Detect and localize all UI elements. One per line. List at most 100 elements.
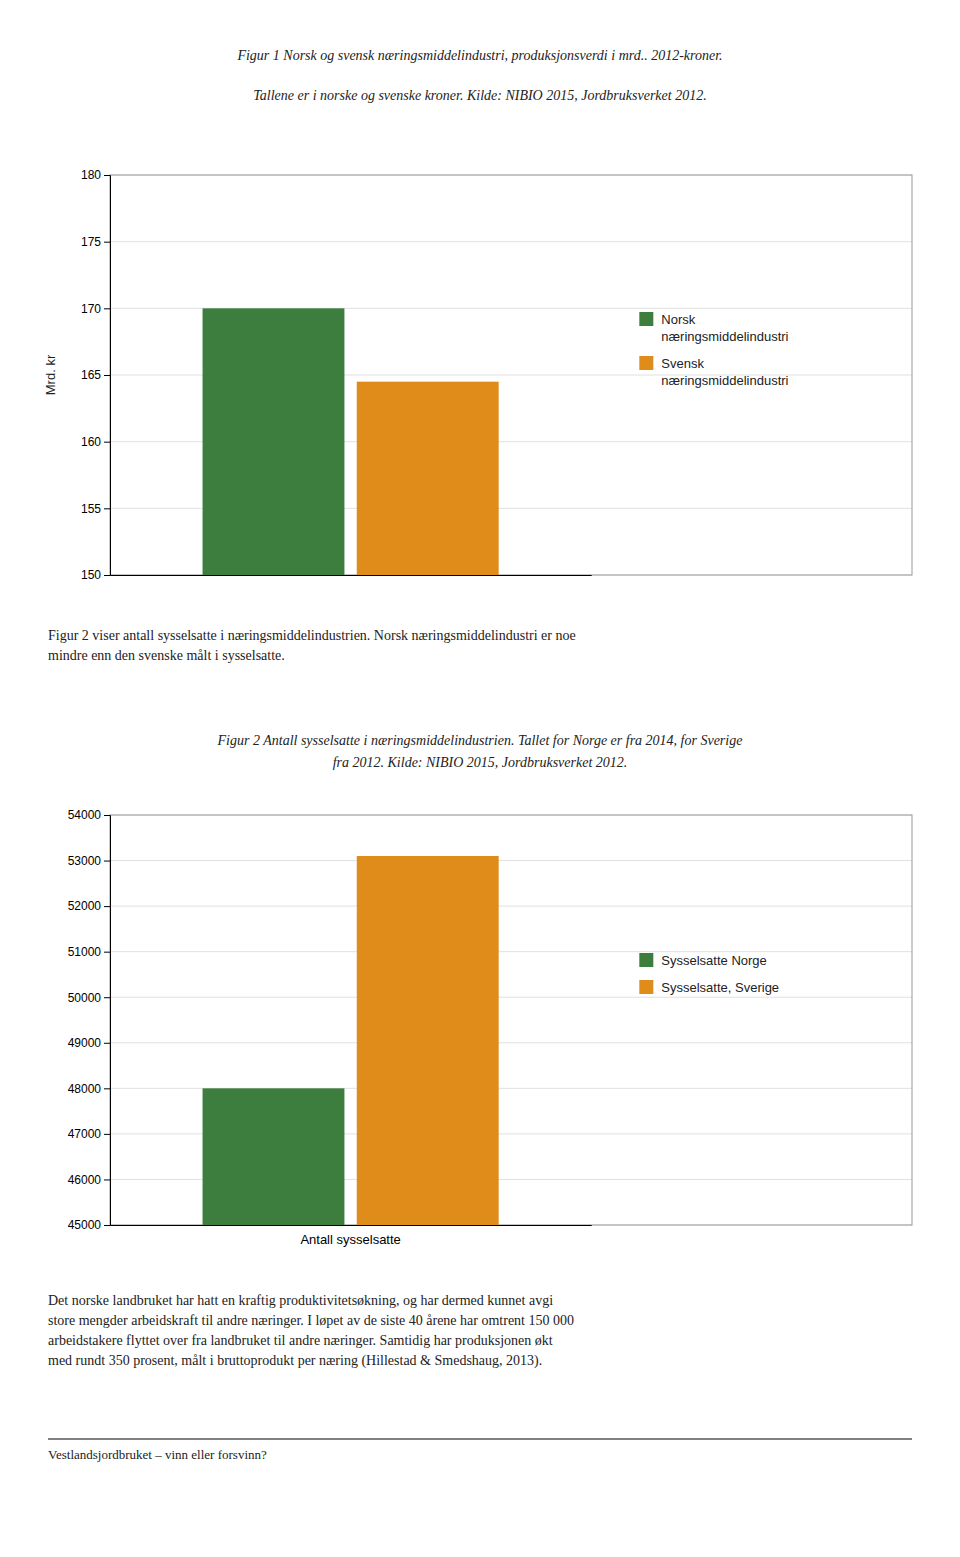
chart-subtitle-line: Tallene er i norske og svenske kroner. K… bbox=[253, 88, 706, 103]
y-tick-mark bbox=[104, 1179, 110, 1180]
y-tick-mark bbox=[104, 575, 110, 576]
paragraph: Det norske landbruket har hatt en krafti… bbox=[48, 1293, 574, 1369]
legend-label: Sysselsatte, Sverige bbox=[661, 980, 779, 995]
legend: NorsknæringsmiddelindustriSvensknæringsm… bbox=[639, 312, 788, 388]
y-tick: 52000 bbox=[68, 899, 110, 913]
bars bbox=[203, 856, 499, 1225]
paragraph-line: store mengder arbeidskraft til andre nær… bbox=[48, 1313, 574, 1328]
paragraph-line: med rundt 350 prosent, målt i bruttoprod… bbox=[48, 1353, 542, 1369]
x-axis-line bbox=[111, 575, 592, 576]
legend-label: Svensknæringsmiddelindustri bbox=[661, 356, 788, 388]
y-tick-mark bbox=[104, 375, 110, 376]
y-tick-label: 49000 bbox=[68, 1036, 102, 1050]
y-tick-mark bbox=[104, 815, 110, 816]
y-tick-mark bbox=[104, 952, 110, 953]
legend-label-line: næringsmiddelindustri bbox=[661, 329, 788, 344]
y-tick-label: 54000 bbox=[68, 808, 102, 822]
chart-title-line: fra 2012. Kilde: NIBIO 2015, Jordbruksve… bbox=[333, 755, 628, 770]
legend-label: Sysselsatte Norge bbox=[661, 953, 767, 968]
paragraph-line: arbeidstakere flyttet over fra landbruke… bbox=[48, 1333, 553, 1348]
y-tick-mark bbox=[104, 175, 110, 176]
bar bbox=[203, 1088, 345, 1225]
grid-line bbox=[110, 1042, 912, 1043]
y-tick: 46000 bbox=[68, 1173, 110, 1187]
legend-item: Sysselsatte, Sverige bbox=[639, 980, 779, 995]
x-axis: Antall sysselsatte bbox=[111, 1225, 592, 1247]
paragraph-line: Figur 2 viser antall sysselsatte i nærin… bbox=[48, 628, 576, 643]
legend-swatch bbox=[639, 953, 653, 967]
x-axis bbox=[111, 575, 592, 577]
y-tick: 48000 bbox=[68, 1082, 110, 1096]
y-axis: 150 155 160 165 170 175 180 bbox=[81, 168, 111, 582]
grid-line bbox=[110, 241, 912, 242]
y-tick: 47000 bbox=[68, 1127, 110, 1141]
legend-item: Sysselsatte Norge bbox=[639, 953, 767, 968]
x-axis-line bbox=[111, 1225, 592, 1226]
y-tick: 170 bbox=[81, 302, 110, 316]
y-tick-label: 165 bbox=[81, 368, 101, 382]
page: Figur 1 Norsk og svensk næringsmiddelind… bbox=[0, 0, 960, 1557]
y-tick-label: 160 bbox=[81, 435, 101, 449]
y-tick-mark bbox=[104, 997, 110, 998]
legend-swatch bbox=[639, 356, 653, 370]
legend-item: Svensknæringsmiddelindustri bbox=[639, 356, 788, 388]
legend-label-line: Sysselsatte Norge bbox=[661, 953, 767, 968]
footer-line: Vestlandsjordbruket – vinn eller forsvin… bbox=[48, 1447, 267, 1462]
footer: Vestlandsjordbruket – vinn eller forsvin… bbox=[48, 1447, 267, 1462]
paragraph-line: mindre enn den svenske målt i sysselsatt… bbox=[48, 648, 285, 663]
grid-line bbox=[110, 951, 912, 952]
grid bbox=[110, 815, 912, 1225]
y-tick: 175 bbox=[81, 235, 110, 249]
legend-label-line: Sysselsatte, Sverige bbox=[661, 980, 779, 995]
y-tick: 155 bbox=[81, 502, 110, 516]
y-tick-mark bbox=[104, 242, 110, 243]
y-tick-label: 170 bbox=[81, 302, 101, 316]
legend-item: Norsk næringsmiddelindustri bbox=[639, 312, 788, 344]
y-tick-label: 150 bbox=[81, 568, 101, 582]
y-tick: 50000 bbox=[68, 991, 110, 1005]
y-tick-mark bbox=[104, 861, 110, 862]
legend-swatch bbox=[639, 312, 653, 326]
y-tick: 54000 bbox=[68, 808, 110, 822]
y-tick-label: 155 bbox=[81, 502, 101, 516]
y-axis-title: Mrd. kr bbox=[43, 354, 58, 395]
y-tick-label: 53000 bbox=[68, 854, 102, 868]
y-axis: 45000 46000 47000 48000 49000 50000 51000 52000… bbox=[68, 808, 111, 1232]
bar bbox=[357, 856, 499, 1225]
chart-title: Figur 1 Norsk og svensk næringsmiddelind… bbox=[236, 48, 722, 63]
legend-label-line: Norsk bbox=[661, 312, 695, 327]
y-tick-label: 46000 bbox=[68, 1173, 102, 1187]
paragraph: Figur 2 viser antall sysselsatte i nærin… bbox=[48, 628, 576, 663]
legend-label-line: næringsmiddelindustri bbox=[661, 373, 788, 388]
y-tick: 160 bbox=[81, 435, 110, 449]
y-tick-mark bbox=[104, 1088, 110, 1089]
chart-title-line: Figur 2 Antall sysselsatte i næringsmidd… bbox=[217, 733, 743, 748]
y-tick: 53000 bbox=[68, 854, 110, 868]
y-tick-label: 180 bbox=[81, 168, 101, 182]
y-tick-mark bbox=[104, 906, 110, 907]
bar bbox=[357, 382, 499, 575]
y-tick-mark bbox=[104, 508, 110, 509]
bars bbox=[203, 308, 499, 575]
y-tick-label: 52000 bbox=[68, 899, 102, 913]
chart-title-line: Figur 1 Norsk og svensk næringsmiddelind… bbox=[236, 48, 722, 63]
y-tick-mark bbox=[104, 308, 110, 309]
y-tick: 45000 bbox=[68, 1218, 110, 1232]
y-tick-label: 45000 bbox=[68, 1218, 102, 1232]
y-tick: 51000 bbox=[68, 945, 110, 959]
bar bbox=[203, 308, 345, 575]
grid-line bbox=[110, 860, 912, 861]
legend-swatch bbox=[639, 980, 653, 994]
y-tick: 49000 bbox=[68, 1036, 110, 1050]
y-tick-mark bbox=[104, 1134, 110, 1135]
y-tick-mark bbox=[104, 442, 110, 443]
y-tick: 180 bbox=[81, 168, 110, 182]
chart-subtitle: Tallene er i norske og svenske kroner. K… bbox=[253, 88, 706, 103]
y-tick-mark bbox=[104, 1043, 110, 1044]
footer-rule bbox=[48, 1439, 912, 1440]
y-tick-label: 48000 bbox=[68, 1082, 102, 1096]
grid-line bbox=[110, 906, 912, 907]
y-tick-label: 50000 bbox=[68, 991, 102, 1005]
grid-line bbox=[110, 997, 912, 998]
y-axis-line bbox=[104, 176, 111, 576]
